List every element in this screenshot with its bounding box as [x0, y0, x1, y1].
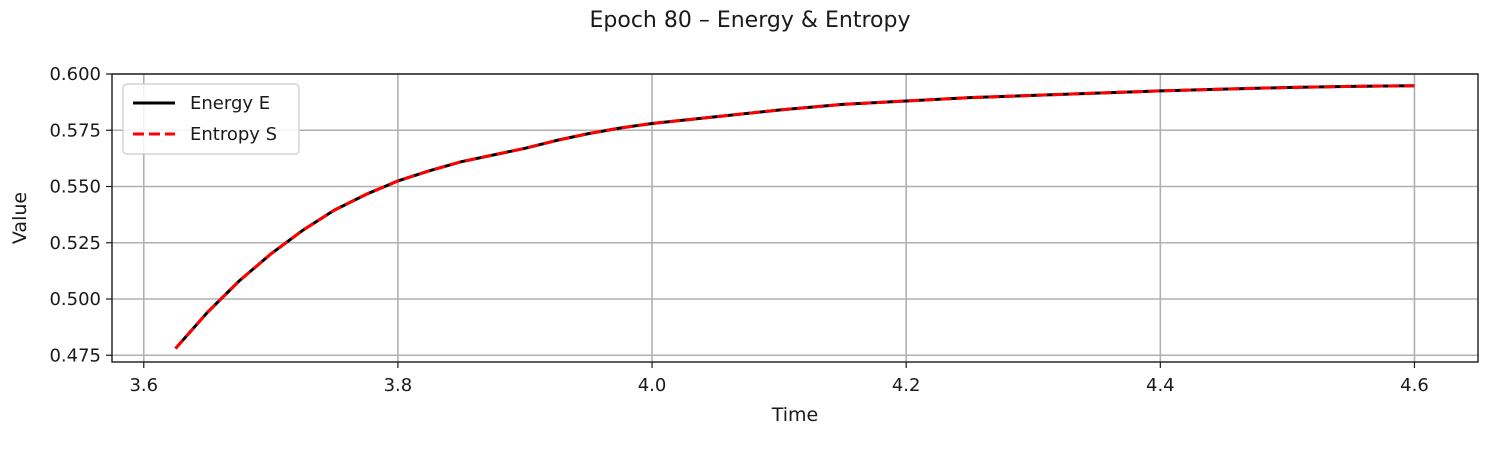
y-tick-label: 0.550 [49, 177, 101, 198]
legend-label-entropy: Entropy S [190, 124, 277, 145]
y-tick-label: 0.500 [49, 289, 101, 310]
y-axis-label: Value [9, 192, 31, 244]
axis-ticks: 3.6 3.8 4.0 4.2 4.4 4.6 0.475 0.500 0.525 0.550 0.… [49, 64, 1428, 396]
x-tick-label: 4.0 [638, 375, 667, 396]
x-tick-label: 4.6 [1400, 375, 1429, 396]
x-axis-label: Time [771, 404, 819, 426]
y-tick-label: 0.525 [49, 233, 101, 254]
chart-title: Epoch 80 – Energy & Entropy [590, 8, 911, 33]
series-layer [174, 84, 1415, 350]
grid [112, 73, 1478, 362]
x-tick-label: 4.4 [1146, 375, 1175, 396]
series-line-energy [174, 84, 1415, 350]
y-tick-label: 0.600 [49, 64, 101, 85]
y-tick-label: 0.475 [49, 345, 101, 366]
series-line-entropy [174, 84, 1415, 350]
legend-label-energy: Energy E [190, 93, 270, 114]
x-tick-label: 4.2 [892, 375, 921, 396]
plot-frame [111, 73, 1479, 363]
y-tick-label: 0.575 [49, 120, 101, 141]
x-tick-label: 3.8 [384, 375, 413, 396]
legend: Energy E Entropy S [122, 83, 300, 155]
x-tick-label: 3.6 [129, 375, 158, 396]
